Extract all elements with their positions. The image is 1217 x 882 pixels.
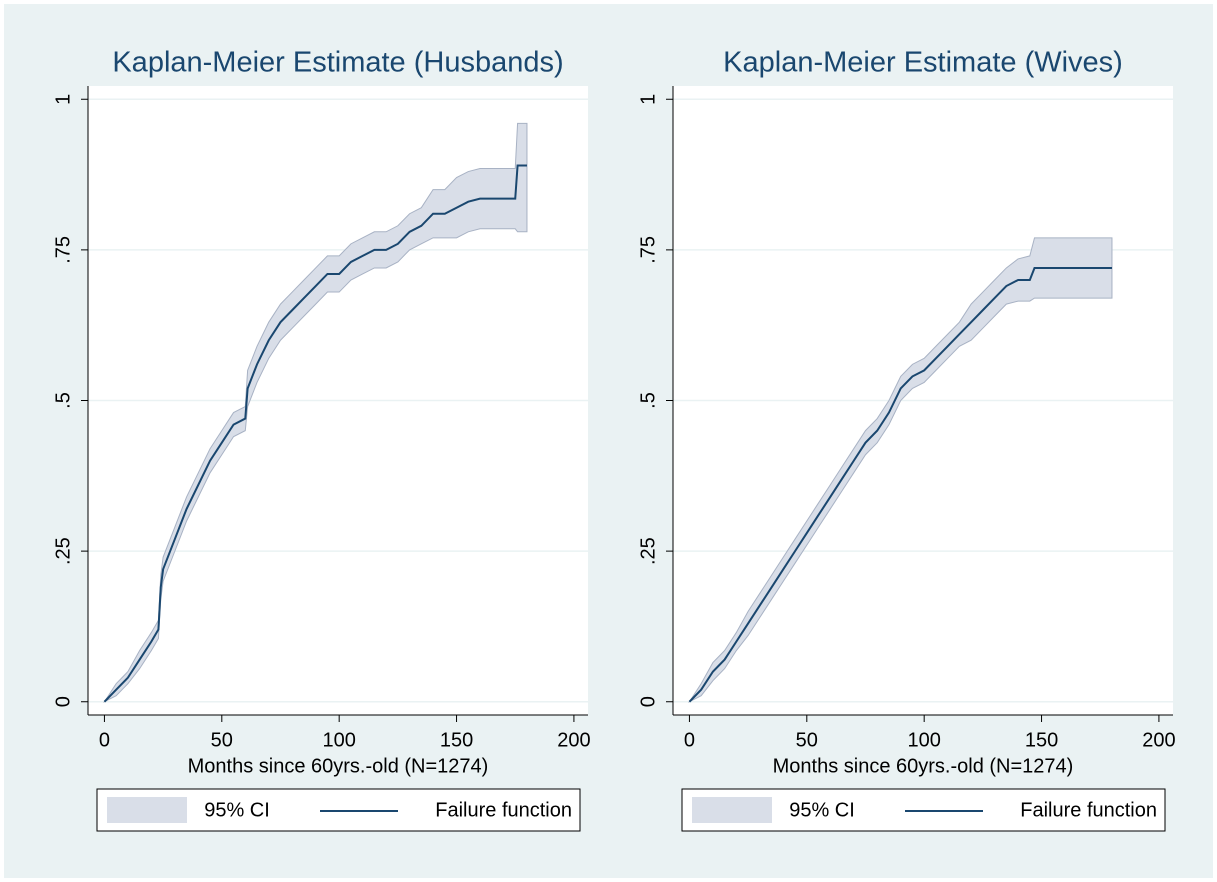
y-tick-label: 0 bbox=[637, 696, 659, 707]
chart-title: Kaplan-Meier Estimate (Husbands) bbox=[112, 47, 563, 79]
legend-label: 95% CI bbox=[789, 799, 855, 821]
legend-swatch bbox=[692, 797, 772, 823]
y-tick-label: .75 bbox=[637, 236, 659, 264]
legend-label: Failure function bbox=[1020, 799, 1157, 821]
y-tick-label: .5 bbox=[637, 392, 659, 409]
x-tick-label: 50 bbox=[211, 729, 233, 751]
y-tick-label: 1 bbox=[637, 94, 659, 105]
x-tick-label: 150 bbox=[1025, 729, 1058, 751]
chart-title: Kaplan-Meier Estimate (Wives) bbox=[723, 47, 1123, 79]
legend-swatch bbox=[107, 797, 187, 823]
x-axis-label: Months since 60yrs.-old (N=1274) bbox=[188, 755, 489, 777]
x-tick-label: 0 bbox=[684, 729, 695, 751]
y-tick-label: .5 bbox=[52, 392, 74, 409]
line bbox=[103, 164, 527, 703]
x-tick-label: 100 bbox=[907, 729, 940, 751]
line bbox=[688, 266, 1112, 703]
x-tick-label: 200 bbox=[557, 729, 590, 751]
x-tick-label: 100 bbox=[322, 729, 355, 751]
x-tick-label: 200 bbox=[1142, 729, 1175, 751]
x-tick-label: 50 bbox=[796, 729, 818, 751]
ci-band bbox=[687, 237, 1113, 704]
x-axis-label: Months since 60yrs.-old (N=1274) bbox=[773, 755, 1074, 777]
legend-label: Failure function bbox=[435, 799, 572, 821]
x-tick-label: 150 bbox=[440, 729, 473, 751]
legend-label: 95% CI bbox=[204, 799, 270, 821]
y-tick-label: 0 bbox=[52, 696, 74, 707]
ci-band bbox=[102, 122, 528, 704]
y-tick-label: .25 bbox=[637, 537, 659, 565]
y-tick-label: 1 bbox=[52, 94, 74, 105]
y-tick-label: .25 bbox=[52, 537, 74, 565]
x-tick-label: 0 bbox=[99, 729, 110, 751]
y-tick-label: .75 bbox=[52, 236, 74, 264]
